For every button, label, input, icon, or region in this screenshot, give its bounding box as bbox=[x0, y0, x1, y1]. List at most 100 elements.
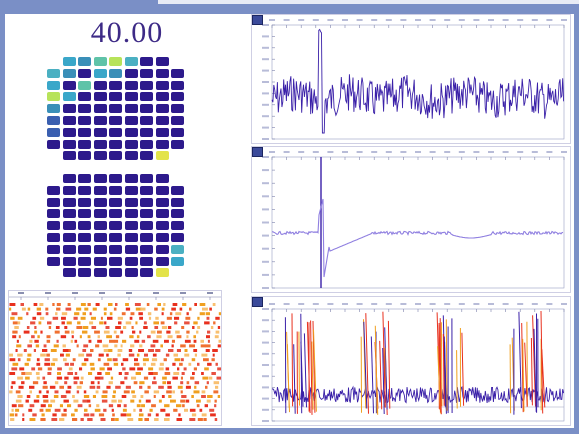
electrode-cell[interactable] bbox=[62, 151, 76, 161]
panel-menu-icon[interactable] bbox=[252, 147, 263, 157]
electrode-cell[interactable] bbox=[78, 197, 91, 207]
electrode-cell[interactable] bbox=[124, 139, 138, 149]
electrode-cell[interactable] bbox=[62, 80, 76, 90]
electrode-cell[interactable] bbox=[155, 209, 169, 219]
electrode-cell[interactable] bbox=[47, 244, 60, 254]
electrode-cell[interactable] bbox=[93, 92, 107, 102]
electrode-cell[interactable] bbox=[47, 68, 60, 78]
electrode-cell[interactable] bbox=[93, 197, 107, 207]
electrode-cell[interactable] bbox=[109, 68, 122, 78]
electrode-cell[interactable] bbox=[62, 197, 76, 207]
electrode-cell[interactable] bbox=[140, 268, 153, 278]
electrode-cell[interactable] bbox=[47, 104, 60, 114]
electrode-cell[interactable] bbox=[93, 256, 107, 266]
electrode-cell[interactable] bbox=[155, 174, 169, 183]
electrode-cell[interactable] bbox=[155, 185, 169, 195]
electrode-cell[interactable] bbox=[124, 80, 138, 90]
electrode-cell[interactable] bbox=[62, 104, 76, 114]
electrode-cell[interactable] bbox=[171, 92, 184, 102]
electrode-cell[interactable] bbox=[124, 104, 138, 114]
electrode-cell[interactable] bbox=[62, 174, 76, 183]
electrode-cell[interactable] bbox=[155, 127, 169, 137]
electrode-cell[interactable] bbox=[155, 68, 169, 78]
electrode-cell[interactable] bbox=[47, 185, 60, 195]
electrode-cell[interactable] bbox=[109, 57, 122, 66]
electrode-cell[interactable] bbox=[47, 197, 60, 207]
electrode-cell[interactable] bbox=[62, 185, 76, 195]
electrode-cell[interactable] bbox=[78, 80, 91, 90]
electrode-cell[interactable] bbox=[140, 221, 153, 231]
electrode-cell[interactable] bbox=[62, 268, 76, 278]
electrode-cell[interactable] bbox=[124, 197, 138, 207]
electrode-cell[interactable] bbox=[140, 127, 153, 137]
electrode-cell[interactable] bbox=[93, 174, 107, 183]
electrode-cell[interactable] bbox=[155, 233, 169, 242]
electrode-cell[interactable] bbox=[155, 57, 169, 66]
electrode-cell[interactable] bbox=[171, 233, 184, 242]
electrode-cell[interactable] bbox=[124, 221, 138, 231]
electrode-cell[interactable] bbox=[78, 221, 91, 231]
electrode-cell[interactable] bbox=[78, 104, 91, 114]
electrode-cell[interactable] bbox=[47, 221, 60, 231]
electrode-cell[interactable] bbox=[171, 244, 184, 254]
electrode-cell[interactable] bbox=[155, 104, 169, 114]
electrode-cell[interactable] bbox=[78, 68, 91, 78]
electrode-cell[interactable] bbox=[124, 244, 138, 254]
electrode-cell[interactable] bbox=[155, 92, 169, 102]
electrode-cell[interactable] bbox=[155, 116, 169, 125]
electrode-cell[interactable] bbox=[78, 139, 91, 149]
electrode-cell[interactable] bbox=[93, 127, 107, 137]
electrode-cell[interactable] bbox=[109, 244, 122, 254]
electrode-cell[interactable] bbox=[93, 185, 107, 195]
electrode-cell[interactable] bbox=[47, 92, 60, 102]
electrode-cell[interactable] bbox=[62, 256, 76, 266]
electrode-cell[interactable] bbox=[140, 68, 153, 78]
electrode-cell[interactable] bbox=[171, 68, 184, 78]
electrode-cell[interactable] bbox=[93, 104, 107, 114]
electrode-cell[interactable] bbox=[78, 244, 91, 254]
electrode-cell[interactable] bbox=[93, 221, 107, 231]
electrode-cell[interactable] bbox=[140, 80, 153, 90]
electrode-cell[interactable] bbox=[47, 139, 60, 149]
electrode-cell[interactable] bbox=[93, 139, 107, 149]
electrode-cell[interactable] bbox=[171, 116, 184, 125]
electrode-cell[interactable] bbox=[93, 233, 107, 242]
electrode-cell[interactable] bbox=[78, 151, 91, 161]
electrode-cell[interactable] bbox=[109, 139, 122, 149]
electrode-cell[interactable] bbox=[47, 256, 60, 266]
electrode-cell[interactable] bbox=[155, 268, 169, 278]
electrode-cell[interactable] bbox=[109, 209, 122, 219]
electrode-cell[interactable] bbox=[78, 256, 91, 266]
electrode-cell[interactable] bbox=[78, 185, 91, 195]
electrode-cell[interactable] bbox=[62, 209, 76, 219]
electrode-cell[interactable] bbox=[109, 185, 122, 195]
electrode-cell[interactable] bbox=[62, 221, 76, 231]
electrode-cell[interactable] bbox=[155, 244, 169, 254]
panel-menu-icon[interactable] bbox=[252, 297, 263, 307]
electrode-cell[interactable] bbox=[109, 116, 122, 125]
electrode-cell[interactable] bbox=[171, 104, 184, 114]
electrode-cell[interactable] bbox=[93, 244, 107, 254]
electrode-cell[interactable] bbox=[93, 116, 107, 125]
electrode-cell[interactable] bbox=[124, 185, 138, 195]
electrode-cell[interactable] bbox=[109, 197, 122, 207]
electrode-cell[interactable] bbox=[171, 221, 184, 231]
electrode-cell[interactable] bbox=[124, 174, 138, 183]
electrode-cell[interactable] bbox=[109, 104, 122, 114]
electrode-cell[interactable] bbox=[109, 174, 122, 183]
panel-menu-icon[interactable] bbox=[252, 15, 263, 25]
electrode-cell[interactable] bbox=[124, 127, 138, 137]
electrode-cell[interactable] bbox=[78, 233, 91, 242]
electrode-cell[interactable] bbox=[124, 233, 138, 242]
electrode-cell[interactable] bbox=[171, 209, 184, 219]
electrode-cell[interactable] bbox=[93, 57, 107, 66]
electrode-cell[interactable] bbox=[140, 256, 153, 266]
electrode-cell[interactable] bbox=[171, 80, 184, 90]
electrode-cell[interactable] bbox=[109, 233, 122, 242]
electrode-cell[interactable] bbox=[124, 92, 138, 102]
electrode-cell[interactable] bbox=[140, 185, 153, 195]
electrode-cell[interactable] bbox=[140, 139, 153, 149]
electrode-cell[interactable] bbox=[62, 233, 76, 242]
electrode-cell[interactable] bbox=[109, 256, 122, 266]
electrode-cell[interactable] bbox=[109, 221, 122, 231]
